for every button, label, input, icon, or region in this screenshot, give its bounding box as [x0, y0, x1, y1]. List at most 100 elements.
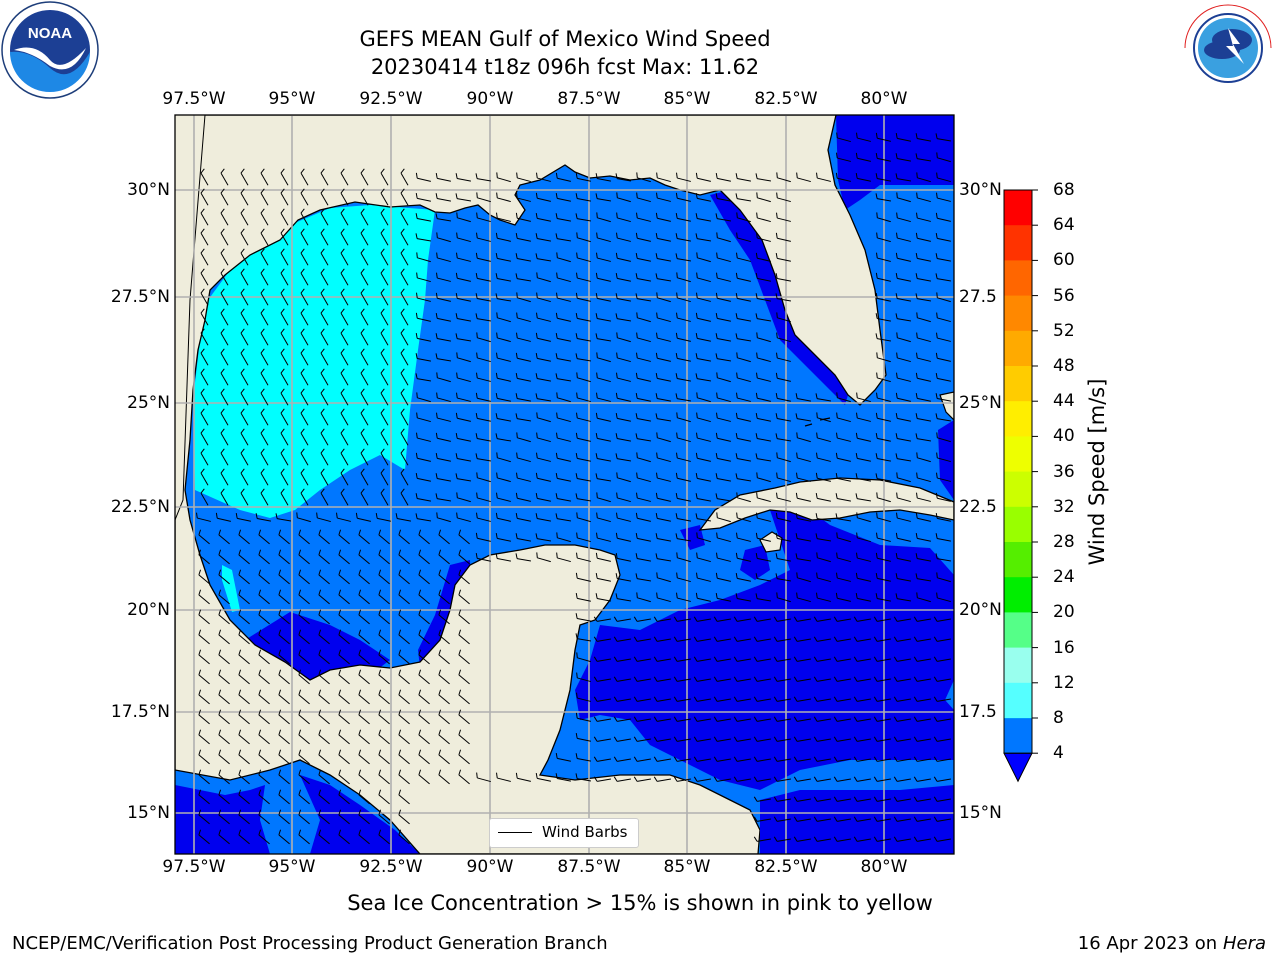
footer-host: Hera: [1222, 933, 1266, 954]
wind-barb: [716, 252, 731, 263]
colorbar-tick-label: 28: [1053, 532, 1075, 552]
wind-barb: [260, 488, 269, 506]
wind-barb: [435, 312, 451, 322]
wind-barb: [475, 293, 491, 302]
wind-barb: [318, 629, 330, 645]
wind-barb: [300, 208, 309, 226]
wind-barb: [715, 353, 731, 362]
wind-barb: [418, 689, 430, 705]
wind-barb: [936, 152, 951, 163]
wind-barb: [776, 472, 791, 483]
wind-barb: [535, 533, 551, 542]
wind-barb: [653, 716, 671, 722]
wind-barb: [636, 332, 651, 343]
wind-barb: [458, 629, 470, 645]
wind-barb: [856, 552, 871, 562]
wind-barb: [775, 433, 791, 442]
wind-barb: [220, 228, 229, 246]
wind-barb: [260, 448, 269, 466]
wind-barb: [675, 513, 691, 522]
wind-barb: [773, 836, 791, 842]
wind-barb: [338, 609, 350, 625]
wind-barb: [416, 412, 431, 423]
wind-barb: [736, 372, 751, 383]
colorbar-segment: [1004, 577, 1032, 613]
wind-barb: [755, 593, 771, 602]
wind-barb: [675, 332, 691, 342]
wind-barb: [575, 753, 591, 762]
wind-barb: [676, 312, 691, 322]
wind-barb: [495, 553, 511, 562]
wind-barb: [835, 452, 851, 462]
wind-barb: [895, 392, 911, 402]
wind-barb: [435, 193, 451, 202]
wind-barb: [915, 413, 931, 422]
wind-barb: [456, 372, 471, 383]
wind-barb: [615, 552, 631, 562]
wind-barb: [378, 789, 390, 805]
wind-barb: [476, 492, 491, 503]
wind-barb: [418, 549, 430, 565]
wind-barb: [458, 709, 470, 725]
wind-barb: [675, 472, 691, 482]
wind-barb: [713, 656, 731, 662]
colorbar-tick-label: 68: [1053, 180, 1075, 200]
wind-barb: [933, 836, 951, 842]
wind-barb: [615, 453, 631, 462]
wind-barb: [855, 473, 871, 482]
wind-barb: [893, 736, 911, 742]
wind-barb: [815, 472, 831, 482]
wind-barb: [933, 756, 951, 762]
wind-barb: [613, 716, 631, 722]
wind-barb: [735, 593, 751, 602]
wind-barb: [733, 756, 751, 762]
longitude-label: 92.5°W: [359, 857, 423, 877]
land-cuba: [698, 477, 954, 531]
wind-barb: [280, 488, 289, 506]
wind-barb: [636, 492, 651, 502]
wind-barb: [796, 572, 811, 583]
wind-barb: [418, 669, 430, 685]
colorbar-tick-label: 16: [1053, 637, 1075, 658]
wind-barb: [576, 252, 591, 263]
wind-barb: [575, 353, 591, 362]
wind-barb: [693, 656, 711, 662]
wind-barb: [556, 412, 571, 423]
wind-barb: [935, 133, 951, 142]
wind-barb: [855, 592, 871, 602]
wind-barb: [693, 736, 711, 742]
wind-barb: [713, 676, 731, 682]
wind-barb: [360, 488, 369, 506]
colorbar-segment: [1004, 718, 1032, 754]
wind-barb: [736, 532, 751, 542]
wind-barb: [916, 592, 931, 603]
wind-barb: [458, 549, 470, 565]
wind-barb: [278, 629, 290, 645]
wind-barb: [300, 488, 309, 506]
wind-barb: [476, 332, 491, 343]
wind-barb: [495, 252, 511, 262]
wind-barb: [616, 372, 631, 382]
wind-barb: [715, 172, 731, 182]
wind-barb: [675, 533, 691, 542]
wind-barb: [793, 636, 811, 642]
wind-barb: [415, 493, 431, 502]
wind-barb: [895, 252, 911, 262]
wind-barb: [360, 228, 369, 246]
wind-barb: [515, 553, 531, 562]
wind-barb: [773, 616, 791, 622]
wind-barb: [358, 749, 370, 765]
wind-barb: [318, 769, 330, 785]
wind-barb: [776, 172, 791, 183]
wind-barb: [793, 656, 811, 662]
colorbar-tick-label: 24: [1053, 567, 1075, 588]
wind-barb: [298, 689, 310, 705]
wind-barb: [458, 609, 470, 625]
wind-barb: [713, 616, 731, 622]
wind-barb: [258, 609, 270, 625]
wind-barb: [555, 472, 571, 482]
wind-barb: [378, 709, 390, 725]
wind-barbs: [196, 132, 951, 845]
wind-barb: [415, 332, 431, 342]
wind-barb: [596, 372, 611, 383]
